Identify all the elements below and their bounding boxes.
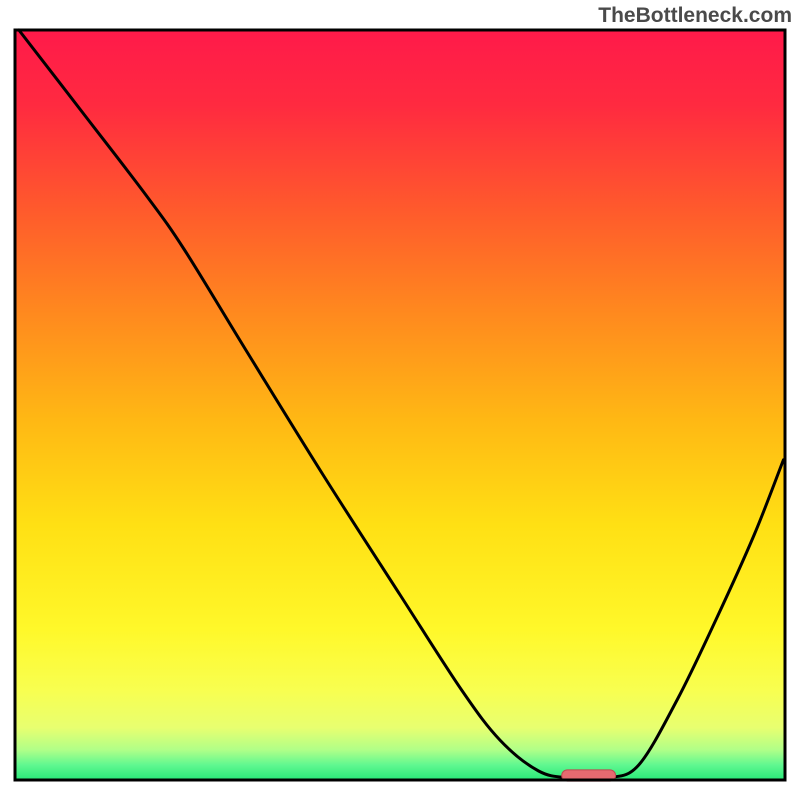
plot-background [15,30,785,780]
bottleneck-chart: TheBottleneck.com [0,0,800,800]
chart-svg [0,0,800,800]
watermark-text: TheBottleneck.com [598,4,792,28]
plot-area [15,30,785,781]
